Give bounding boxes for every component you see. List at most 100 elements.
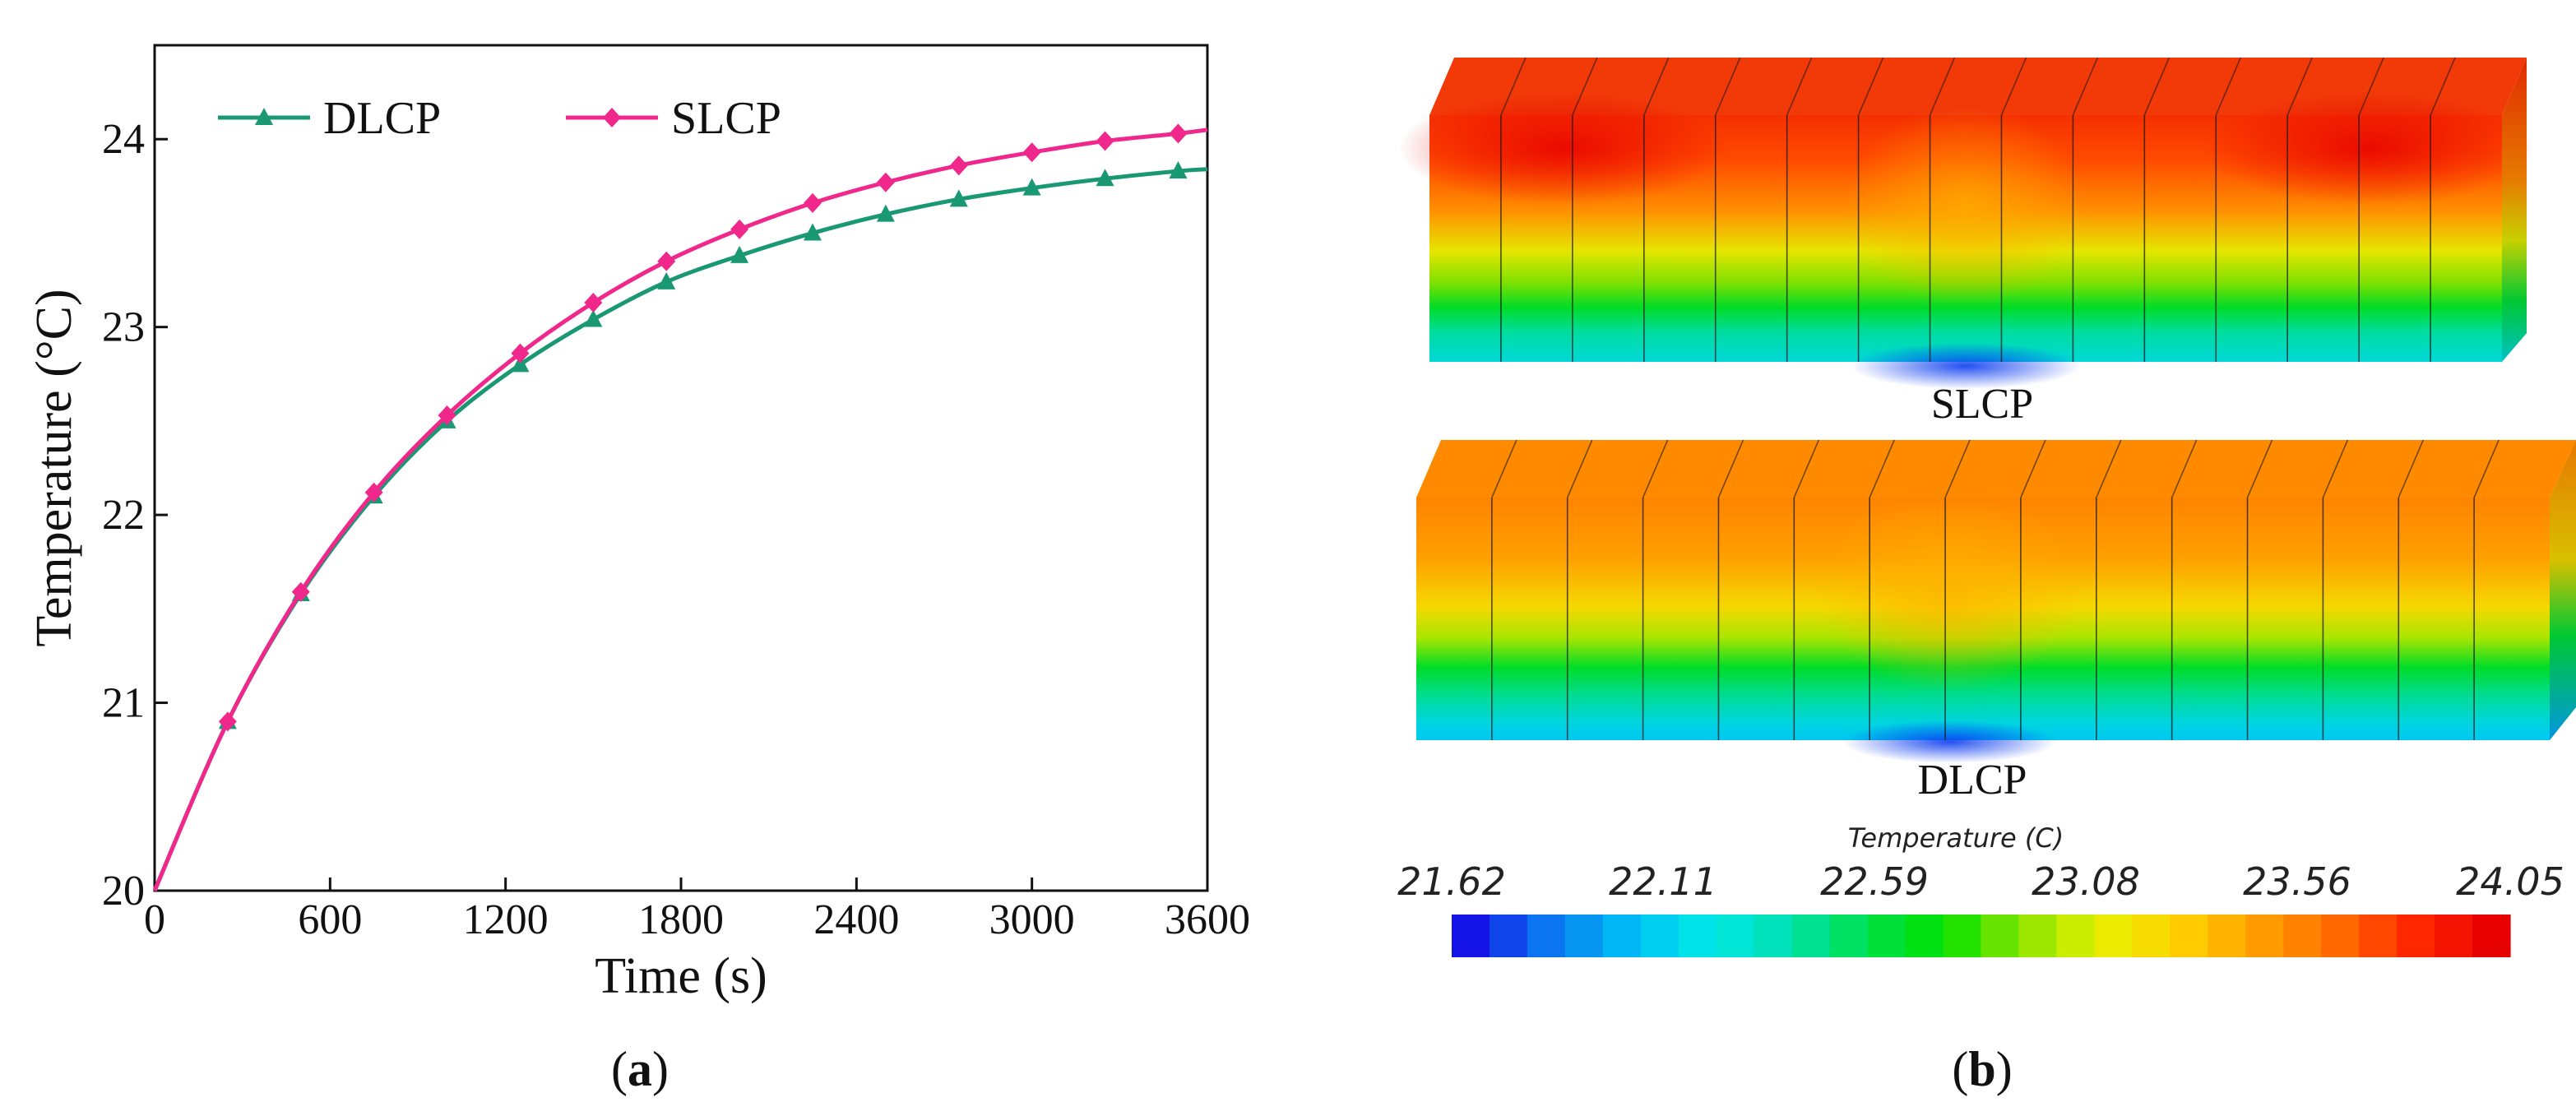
- data-point-slcp: [584, 292, 603, 313]
- cell-divider-top: [2430, 57, 2456, 116]
- colorbar-segment: [1678, 915, 1717, 957]
- cell-divider-top: [1572, 57, 1598, 116]
- colorbar-segment: [1716, 915, 1755, 957]
- colorbar-segment: [2397, 915, 2435, 957]
- colorbar-tick-label: 23.56: [2243, 859, 2351, 904]
- cell-divider-top: [1944, 439, 1971, 498]
- colorbar-segment: [1943, 915, 1982, 957]
- x-tick-label: 2400: [813, 896, 899, 943]
- cell-divider-top: [1643, 57, 1670, 116]
- legend-marker-slcp: [603, 108, 621, 127]
- colorbar-segment: [2359, 915, 2398, 957]
- colorbar-segment: [2018, 915, 2058, 957]
- colorbar-segment: [1527, 915, 1566, 957]
- colorbar-segment: [1640, 915, 1679, 957]
- data-point-slcp: [291, 581, 310, 602]
- colorbar-tick-label: 23.08: [2032, 859, 2140, 904]
- colorbar-segment: [2435, 915, 2473, 957]
- x-tick-label: 1200: [463, 896, 549, 943]
- cell-divider-top: [2000, 57, 2027, 116]
- colorbar-segments: [1452, 915, 2511, 957]
- cell-divider-top: [1869, 439, 1895, 498]
- slcp-hot-left: [1398, 90, 1727, 206]
- series-layer: [152, 123, 1208, 891]
- colorbar: Temperature (C) 21.62 22.11 22.59 23.08 23.5…: [1397, 822, 2564, 957]
- colorbar-segment: [1791, 915, 1831, 957]
- x-axis-title: Time (s): [595, 948, 767, 1004]
- dlcp-warm-center: [1818, 493, 2081, 691]
- colorbar-segment: [2283, 915, 2322, 957]
- data-point-slcp: [657, 251, 676, 271]
- colorbar-segment: [2170, 915, 2208, 957]
- cell-divider-top: [1500, 57, 1527, 116]
- cell-divider-top: [1642, 439, 1669, 498]
- cell-divider-top: [1857, 57, 1884, 116]
- cell-divider-top: [2072, 57, 2099, 116]
- colorbar-tick-label: 24.05: [2456, 859, 2564, 904]
- colorbar-segment: [1452, 915, 1490, 957]
- series-line-slcp: [152, 127, 1208, 891]
- data-point-dlcp: [1022, 178, 1041, 196]
- legend: DLCP SLCP: [218, 93, 781, 144]
- slcp-top-face: [1429, 58, 2527, 115]
- data-point-dlcp: [949, 189, 968, 207]
- colorbar-segment: [2056, 915, 2095, 957]
- panel-b-label: (b): [1952, 1042, 2012, 1096]
- colorbar-segment: [1564, 915, 1604, 957]
- colorbar-segment: [1602, 915, 1642, 957]
- data-point-dlcp: [804, 223, 822, 241]
- cell-divider-top: [2398, 439, 2425, 498]
- y-tick-label: 24: [102, 116, 145, 163]
- slcp-warm-center: [1842, 107, 2089, 304]
- cell-divider-top: [1491, 439, 1517, 498]
- cell-divider-top: [2286, 57, 2313, 116]
- data-point-slcp: [1169, 123, 1188, 144]
- colorbar-tick-label: 22.11: [1609, 859, 1717, 904]
- dlcp-cool-spot: [1842, 720, 2056, 763]
- y-axis-title: Temperature (°C): [26, 289, 82, 646]
- colorbar-segment: [1829, 915, 1869, 957]
- cell-divider-top: [1566, 439, 1593, 498]
- y-tick-label: 21: [102, 680, 145, 727]
- cell-divider-top: [2246, 439, 2273, 498]
- data-point-slcp: [364, 482, 383, 502]
- data-point-slcp: [730, 219, 749, 239]
- cell-divider-top: [1786, 57, 1813, 116]
- colorbar-ticks: 21.62 22.11 22.59 23.08 23.56 24.05: [1397, 859, 2564, 904]
- data-point-dlcp: [584, 309, 603, 327]
- colorbar-segment: [1981, 915, 2020, 957]
- line-chart-panel: 20 21 22 23 24 0 600 1200 1800 2400 3000 3600 Time…: [26, 44, 1250, 1096]
- colorbar-segment: [1489, 915, 1528, 957]
- data-point-dlcp: [876, 204, 895, 222]
- cell-divider-top: [2322, 439, 2349, 498]
- data-point-dlcp: [657, 271, 676, 289]
- data-point-dlcp: [511, 354, 530, 373]
- dlcp-cell-dividers: [1491, 439, 2500, 740]
- slcp-hot-right: [2204, 90, 2533, 206]
- data-point-slcp: [438, 405, 456, 426]
- data-point-dlcp: [730, 245, 749, 263]
- cell-divider-top: [1717, 439, 1744, 498]
- dlcp-top-face: [1416, 440, 2576, 498]
- legend-label-slcp: SLCP: [671, 93, 781, 144]
- dlcp-side-face: [2550, 440, 2576, 740]
- y-tick-label: 23: [102, 304, 145, 351]
- data-point-slcp: [218, 711, 237, 732]
- x-tick-label: 3600: [1165, 896, 1250, 943]
- slcp-title: SLCP: [1931, 381, 2033, 428]
- cell-divider-top: [2020, 439, 2046, 498]
- data-point-slcp: [511, 343, 530, 364]
- data-point-slcp: [876, 172, 895, 192]
- series-line-dlcp: [152, 167, 1208, 891]
- data-point-slcp: [1096, 131, 1114, 151]
- colorbar-segment: [2321, 915, 2360, 957]
- cell-divider-top: [1793, 439, 1820, 498]
- y-tick-label: 22: [102, 492, 145, 539]
- colorbar-segment: [2245, 915, 2284, 957]
- colorbar-segment: [1754, 915, 1793, 957]
- colorbar-segment: [2208, 915, 2246, 957]
- x-tick-label: 1800: [638, 896, 724, 943]
- cell-divider-top: [2143, 57, 2171, 116]
- colorbar-segment: [1867, 915, 1907, 957]
